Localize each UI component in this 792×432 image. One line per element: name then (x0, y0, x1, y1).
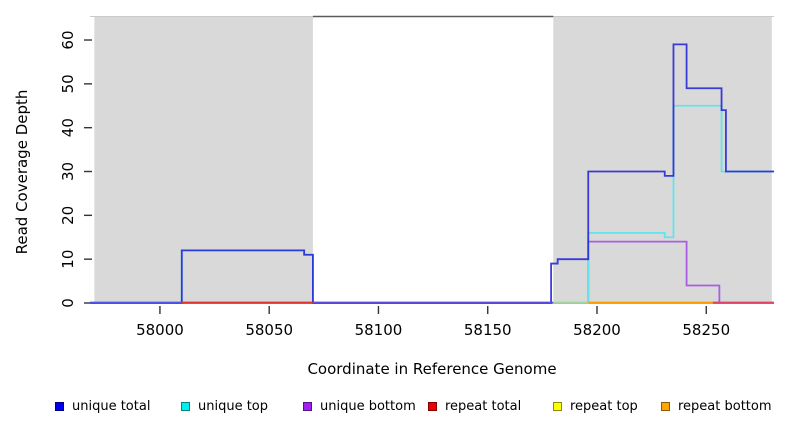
x-axis-title: Coordinate in Reference Genome (307, 360, 556, 378)
x-tick-label: 58200 (573, 321, 621, 339)
legend-label: unique bottom (320, 398, 416, 414)
legend-swatch-icon (303, 401, 312, 411)
legend-swatch-icon (55, 401, 64, 411)
legend-item-repeat-top: repeat top (553, 396, 638, 416)
legend-swatch-icon (661, 401, 670, 411)
x-tick-label: 58150 (464, 321, 512, 339)
legend-label: unique total (72, 398, 151, 414)
legend-label: unique top (198, 398, 269, 414)
y-tick-label: 60 (59, 30, 77, 49)
legend-swatch-icon (553, 401, 562, 411)
legend-label: repeat total (445, 398, 522, 414)
y-tick-label: 0 (59, 298, 77, 308)
legend-item-unique-top: unique top (181, 396, 268, 416)
y-tick-label: 30 (59, 162, 77, 181)
legend-item-unique-total: unique total (55, 396, 150, 416)
y-axis-title: Read Coverage Depth (13, 90, 31, 255)
x-tick-label: 58000 (136, 321, 184, 339)
shaded-region (553, 17, 772, 303)
x-tick-label: 58050 (245, 321, 293, 339)
legend-label: repeat bottom (678, 398, 772, 414)
legend-item-unique-bottom: unique bottom (303, 396, 416, 416)
legend-label: repeat top (570, 398, 638, 414)
chart-canvas: 58000 58050 58100 58150 58200 58250 0 10 20 30 40… (13, 15, 774, 378)
legend-item-repeat-bottom: repeat bottom (661, 396, 772, 416)
x-axis-ticks: 58000 58050 58100 58150 58200 58250 (136, 306, 730, 339)
legend: unique total unique top unique bottom repea… (0, 396, 792, 422)
legend-item-repeat-total: repeat total (428, 396, 521, 416)
series-unique-total (90, 43, 774, 304)
y-tick-label: 40 (59, 118, 77, 137)
legend-swatch-icon (428, 401, 437, 411)
shaded-region (94, 17, 313, 303)
y-axis-ticks: 0 10 20 30 40 50 60 (59, 30, 92, 308)
y-tick-label: 10 (59, 250, 77, 269)
y-tick-label: 50 (59, 74, 77, 93)
legend-swatch-icon (181, 401, 190, 411)
shaded-repeat-regions (94, 17, 772, 303)
x-tick-label: 58100 (355, 321, 403, 339)
x-tick-label: 58250 (682, 321, 730, 339)
y-tick-label: 20 (59, 206, 77, 225)
